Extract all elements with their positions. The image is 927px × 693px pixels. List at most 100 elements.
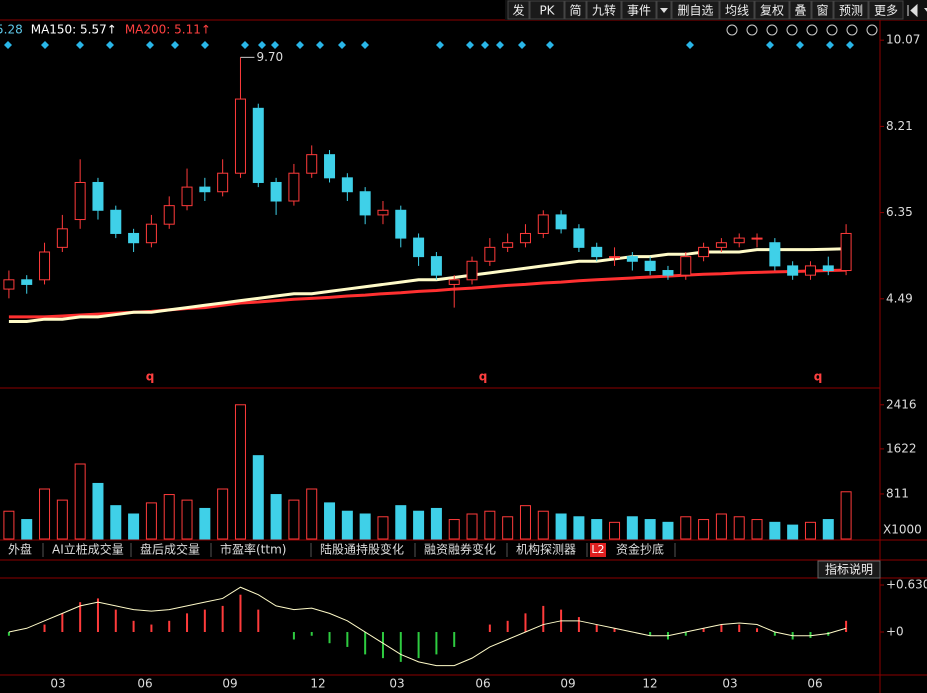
tool-icon[interactable] — [726, 24, 738, 36]
candle-body — [537, 214, 549, 234]
indicator-button[interactable] — [817, 560, 881, 579]
volume-bar — [110, 505, 122, 540]
candle-body — [698, 246, 710, 258]
tab-label[interactable]: 市盈率(ttm) — [220, 542, 286, 557]
candle-body — [181, 186, 193, 207]
volume-bar — [234, 404, 246, 540]
x-tick-label: 12 — [310, 677, 325, 691]
toolbar-button[interactable] — [564, 0, 587, 20]
tab-label[interactable]: 盘后成交量 — [140, 542, 200, 557]
signal-diamond — [338, 41, 346, 49]
l2-badge — [590, 543, 606, 557]
tab-label[interactable]: 资金抄底 — [616, 542, 664, 557]
tab-label[interactable]: 陆股通持股变化 — [320, 542, 404, 557]
signal-diamond — [296, 41, 304, 49]
volume-bar — [306, 488, 318, 540]
tab-label[interactable]: 融资融券变化 — [424, 542, 496, 557]
ma-legend: MA150: 5.57↑ — [31, 23, 117, 37]
toolbar-button[interactable] — [507, 0, 530, 20]
toolbar-label[interactable]: 简 — [569, 4, 581, 18]
toolbar-button[interactable] — [621, 0, 657, 20]
tab-label[interactable]: 外盘 — [8, 542, 32, 557]
candle-body — [145, 223, 157, 244]
x-tick-label: 09 — [560, 677, 575, 691]
candle-body — [324, 154, 336, 179]
candle-body — [555, 214, 567, 230]
signal-diamond — [846, 41, 854, 49]
volume-bar — [377, 516, 389, 540]
signal-diamond — [766, 41, 774, 49]
volume-bar — [395, 505, 407, 540]
toolbar-label[interactable]: 删自选 — [677, 4, 713, 18]
signal-diamond — [496, 41, 504, 49]
candle-body — [484, 246, 496, 262]
volume-bar — [92, 482, 104, 540]
candle-body — [234, 98, 246, 174]
volume-bar — [626, 516, 638, 540]
x-tick-label: 03 — [389, 677, 404, 691]
toolbar-button[interactable] — [719, 0, 755, 20]
toolbar-label[interactable]: 事件 — [627, 4, 651, 18]
candle-body — [573, 228, 585, 248]
marker-q: q — [814, 370, 823, 384]
candle-body — [3, 279, 15, 290]
tool-icon[interactable] — [826, 24, 838, 36]
volume-bar — [128, 513, 140, 540]
toolbar-label[interactable]: 复权 — [760, 4, 784, 18]
volume-bar — [804, 521, 816, 540]
toolbar-button[interactable] — [789, 0, 812, 20]
candle-body — [21, 279, 33, 285]
toolbar-button[interactable] — [868, 0, 904, 20]
volume-bar — [430, 507, 442, 540]
volume-bar — [466, 513, 478, 540]
candle-body — [270, 181, 282, 202]
tool-icon[interactable] — [866, 24, 878, 36]
signal-diamond — [466, 41, 474, 49]
toolbar-button[interactable] — [811, 0, 834, 20]
toolbar-button[interactable] — [529, 0, 565, 20]
toolbar-label[interactable]: 发 — [512, 3, 524, 18]
volume-bar — [733, 516, 745, 540]
candle-body — [626, 256, 638, 262]
toolbar-label[interactable]: PK — [539, 4, 555, 18]
candle-body — [715, 242, 727, 248]
volume-bar — [39, 488, 51, 540]
signal-diamond — [826, 41, 834, 49]
signal-diamond — [171, 41, 179, 49]
tool-icon[interactable] — [766, 24, 778, 36]
volume-bar — [555, 513, 567, 540]
volume-bar — [662, 521, 674, 540]
candle-body — [822, 265, 834, 272]
volume-bar — [448, 519, 460, 540]
toolbar-label[interactable]: 更多 — [874, 4, 898, 18]
candle-body — [56, 228, 68, 248]
volume-bar — [822, 519, 834, 540]
candle-body — [662, 270, 674, 276]
x-tick-label: 03 — [50, 677, 65, 691]
toolbar-label[interactable]: 九转 — [592, 3, 616, 18]
tool-icon[interactable] — [806, 24, 818, 36]
toolbar-button[interactable] — [586, 0, 622, 20]
candle-body — [502, 242, 514, 248]
tab-label[interactable]: AI立桩成交量 — [52, 542, 124, 557]
y-tick-label: 10.07 — [886, 33, 920, 47]
volume-bar — [359, 513, 371, 540]
toolbar-label[interactable]: 叠 — [794, 4, 806, 18]
candle-body — [680, 256, 692, 276]
volume-bar — [21, 519, 33, 540]
volume-bar — [413, 510, 425, 540]
tool-icon[interactable] — [746, 24, 758, 36]
tool-icon[interactable] — [846, 24, 858, 36]
tab-label[interactable]: 机构探测器 — [516, 542, 576, 557]
tool-icon[interactable] — [786, 24, 798, 36]
indicator-label[interactable]: 指标说明 — [825, 562, 873, 577]
toolbar-button[interactable] — [833, 0, 869, 20]
tab-label[interactable]: L2 — [591, 543, 604, 556]
toolbar-button[interactable] — [671, 0, 720, 20]
signal-diamond — [518, 41, 526, 49]
toolbar-label[interactable]: 窗 — [816, 4, 828, 18]
toolbar-label[interactable]: 均线 — [725, 4, 749, 18]
toolbar-label[interactable]: 预测 — [839, 4, 863, 18]
toolbar-button[interactable] — [754, 0, 790, 20]
volume-bar — [680, 516, 692, 540]
